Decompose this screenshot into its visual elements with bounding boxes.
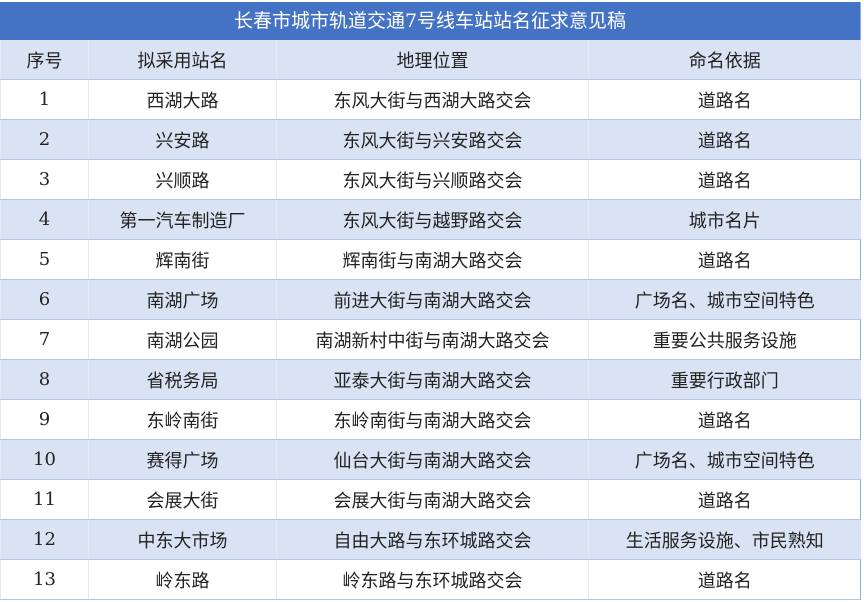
table-row: 7 南湖公园 南湖新村中街与南湖大路交会 重要公共服务设施 [0, 319, 861, 360]
header-row: 序号 拟采用站名 地理位置 命名依据 [0, 40, 861, 80]
cell-station-name: 省税务局 [88, 359, 277, 400]
table-row: 10 赛得广场 仙台大街与南湖大路交会 广场名、城市空间特色 [0, 439, 861, 480]
table-row: 8 省税务局 亚泰大街与南湖大路交会 重要行政部门 [0, 359, 861, 400]
cell-basis: 广场名、城市空间特色 [588, 279, 861, 320]
cell-basis: 道路名 [588, 119, 861, 160]
cell-index: 4 [0, 199, 89, 240]
cell-station-name: 第一汽车制造厂 [88, 199, 277, 240]
cell-station-name: 赛得广场 [88, 439, 277, 480]
cell-location: 前进大街与南湖大路交会 [276, 279, 589, 320]
cell-index: 9 [0, 399, 89, 440]
cell-station-name: 会展大街 [88, 479, 277, 520]
header-basis: 命名依据 [588, 40, 861, 80]
cell-basis: 重要行政部门 [588, 359, 861, 400]
cell-location: 仙台大街与南湖大路交会 [276, 439, 589, 480]
cell-index: 8 [0, 359, 89, 400]
cell-basis: 道路名 [588, 559, 861, 600]
cell-location: 南湖新村中街与南湖大路交会 [276, 319, 589, 360]
cell-location: 岭东路与东环城路交会 [276, 559, 589, 600]
cell-station-name: 南湖广场 [88, 279, 277, 320]
cell-index: 7 [0, 319, 89, 360]
cell-index: 11 [0, 479, 89, 520]
cell-location: 会展大街与南湖大路交会 [276, 479, 589, 520]
cell-location: 东风大街与兴安路交会 [276, 119, 589, 160]
cell-station-name: 岭东路 [88, 559, 277, 600]
cell-location: 亚泰大街与南湖大路交会 [276, 359, 589, 400]
cell-basis: 重要公共服务设施 [588, 319, 861, 360]
cell-index: 3 [0, 159, 89, 200]
table-row: 1 西湖大路 东风大街与西湖大路交会 道路名 [0, 79, 861, 120]
cell-location: 辉南街与南湖大路交会 [276, 239, 589, 280]
cell-basis: 道路名 [588, 479, 861, 520]
cell-location: 东岭南街与南湖大路交会 [276, 399, 589, 440]
table-row: 9 东岭南街 东岭南街与南湖大路交会 道路名 [0, 399, 861, 440]
cell-location: 东风大街与兴顺路交会 [276, 159, 589, 200]
table-row: 13 岭东路 岭东路与东环城路交会 道路名 [0, 559, 861, 600]
table-row: 5 辉南街 辉南街与南湖大路交会 道路名 [0, 239, 861, 280]
cell-basis: 生活服务设施、市民熟知 [588, 519, 861, 560]
cell-basis: 道路名 [588, 239, 861, 280]
cell-index: 6 [0, 279, 89, 320]
cell-station-name: 东岭南街 [88, 399, 277, 440]
cell-station-name: 中东大市场 [88, 519, 277, 560]
cell-index: 13 [0, 559, 89, 600]
cell-location: 东风大街与越野路交会 [276, 199, 589, 240]
cell-index: 1 [0, 79, 89, 120]
cell-station-name: 兴安路 [88, 119, 277, 160]
cell-station-name: 辉南街 [88, 239, 277, 280]
table-row: 3 兴顺路 东风大街与兴顺路交会 道路名 [0, 159, 861, 200]
header-index: 序号 [0, 40, 89, 80]
header-location: 地理位置 [276, 40, 589, 80]
cell-index: 12 [0, 519, 89, 560]
cell-station-name: 西湖大路 [88, 79, 277, 120]
table-row: 6 南湖广场 前进大街与南湖大路交会 广场名、城市空间特色 [0, 279, 861, 320]
cell-index: 10 [0, 439, 89, 480]
cell-location: 东风大街与西湖大路交会 [276, 79, 589, 120]
cell-basis: 道路名 [588, 159, 861, 200]
cell-station-name: 兴顺路 [88, 159, 277, 200]
cell-index: 2 [0, 119, 89, 160]
cell-basis: 道路名 [588, 399, 861, 440]
header-station-name: 拟采用站名 [88, 40, 277, 80]
cell-station-name: 南湖公园 [88, 319, 277, 360]
table-row: 2 兴安路 东风大街与兴安路交会 道路名 [0, 119, 861, 160]
table-row: 12 中东大市场 自由大路与东环城路交会 生活服务设施、市民熟知 [0, 519, 861, 560]
cell-basis: 城市名片 [588, 199, 861, 240]
cell-basis: 广场名、城市空间特色 [588, 439, 861, 480]
cell-location: 自由大路与东环城路交会 [276, 519, 589, 560]
table-row: 4 第一汽车制造厂 东风大街与越野路交会 城市名片 [0, 199, 861, 240]
table-row: 11 会展大街 会展大街与南湖大路交会 道路名 [0, 479, 861, 520]
table-title: 长春市城市轨道交通7号线车站站名征求意见稿 [0, 2, 860, 40]
cell-basis: 道路名 [588, 79, 861, 120]
cell-index: 5 [0, 239, 89, 280]
